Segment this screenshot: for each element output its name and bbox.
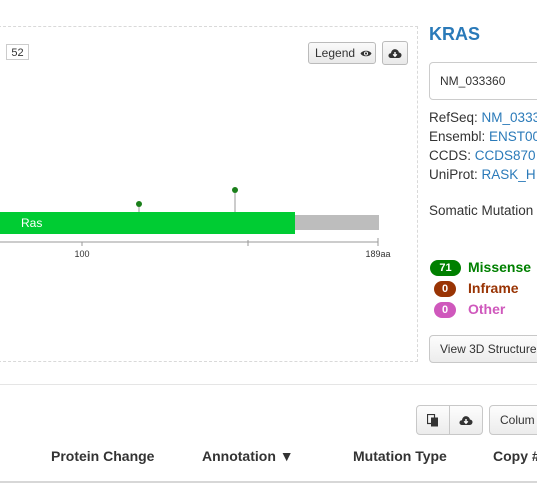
- somatic-mutation-label: Somatic Mutation: [429, 203, 534, 218]
- ccds-label: CCDS:: [429, 148, 472, 163]
- section-divider: [0, 384, 537, 385]
- lollipop-head[interactable]: [232, 187, 238, 193]
- lollipop-head[interactable]: [136, 201, 142, 207]
- legend-button-label: Legend: [315, 46, 356, 60]
- column-header-copy-number[interactable]: Copy #: [493, 448, 537, 464]
- other-label[interactable]: Other: [468, 301, 506, 317]
- column-header-annotation[interactable]: Annotation ▼: [202, 448, 294, 464]
- column-header-protein-change[interactable]: Protein Change: [51, 448, 155, 464]
- uniprot-line: UniProt: RASK_H: [429, 167, 536, 182]
- download-plot-button[interactable]: [382, 41, 408, 65]
- columns-button[interactable]: Colum: [489, 405, 537, 435]
- copy-button[interactable]: [416, 405, 450, 435]
- protein-track: Ras 100 189aa: [0, 187, 391, 259]
- refseq-line: RefSeq: NM_0333: [429, 110, 537, 125]
- copy-icon: [426, 413, 438, 427]
- missense-count-badge[interactable]: 71: [430, 260, 461, 276]
- gene-symbol[interactable]: KRAS: [429, 24, 481, 44]
- missense-label[interactable]: Missense: [468, 259, 532, 275]
- cloud-download-icon: [459, 416, 473, 425]
- ccds-link[interactable]: CCDS870: [474, 148, 536, 163]
- transcript-select[interactable]: NM_033360: [429, 62, 537, 100]
- refseq-link[interactable]: NM_0333: [481, 110, 537, 125]
- uniprot-link[interactable]: RASK_H: [481, 167, 536, 182]
- ensembl-line: Ensembl: ENST00: [429, 129, 537, 144]
- lollipop-plot-panel: [0, 26, 418, 362]
- other-count-badge[interactable]: 0: [434, 302, 456, 318]
- uniprot-label: UniProt:: [429, 167, 478, 182]
- inframe-label[interactable]: Inframe: [468, 280, 519, 296]
- y-axis-max-input[interactable]: 52: [6, 44, 29, 60]
- column-header-mutation-type[interactable]: Mutation Type: [353, 448, 447, 464]
- ensembl-label: Ensembl:: [429, 129, 486, 144]
- table-header-rule: [0, 481, 537, 483]
- refseq-label: RefSeq:: [429, 110, 478, 125]
- legend-button[interactable]: Legend: [308, 42, 376, 64]
- ensembl-link[interactable]: ENST00: [489, 129, 537, 144]
- download-table-button[interactable]: [449, 405, 483, 435]
- x-tick-label: 100: [74, 249, 89, 259]
- x-tick-label: 189aa: [365, 249, 390, 259]
- cloud-download-icon: [388, 49, 402, 58]
- eye-icon: [360, 50, 372, 57]
- ras-domain[interactable]: [0, 212, 295, 234]
- view-3d-structure-button[interactable]: View 3D Structure: [429, 335, 537, 363]
- inframe-count-badge[interactable]: 0: [434, 281, 456, 297]
- ccds-line: CCDS: CCDS870: [429, 148, 536, 163]
- domain-label: Ras: [21, 216, 42, 230]
